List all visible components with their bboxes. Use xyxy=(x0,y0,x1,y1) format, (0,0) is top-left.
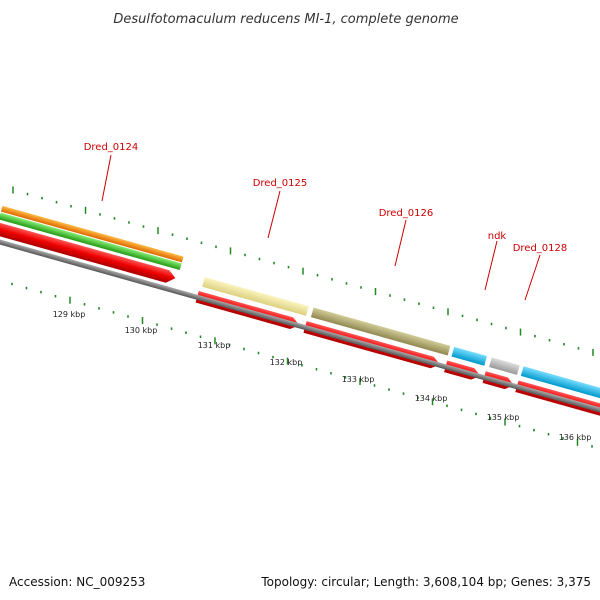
upper-tick-ruler xyxy=(12,186,594,356)
position-label: 132 kbp xyxy=(270,358,303,367)
leader-dred-0128 xyxy=(524,254,541,301)
gene-label-dred-0125[interactable]: Dred_0125 xyxy=(253,178,308,189)
leader-dred-0124 xyxy=(101,154,112,202)
leader-dred-0126 xyxy=(394,219,407,267)
leader-ndk xyxy=(484,240,498,291)
feature-next-cyan[interactable] xyxy=(520,366,600,401)
genome-backbone xyxy=(0,236,600,417)
gene-label-ndk[interactable]: ndk xyxy=(488,231,507,242)
feature-dred-0126[interactable] xyxy=(310,307,451,356)
gene-leader-lines xyxy=(101,154,541,301)
position-label: 135 kbp xyxy=(487,413,520,422)
lower-tick-ruler xyxy=(11,282,593,448)
accession-text: Accession: NC_009253 xyxy=(9,575,145,589)
cds-arrow-dred-0124[interactable] xyxy=(0,221,177,285)
genome-summary-text: Topology: circular; Length: 3,608,104 bp… xyxy=(260,575,591,589)
position-label: 136 kbp xyxy=(559,433,592,442)
feature-green[interactable] xyxy=(0,212,182,271)
feature-orange[interactable] xyxy=(0,205,184,263)
position-label: 133 kbp xyxy=(342,375,375,384)
gene-label-dred-0124[interactable]: Dred_0124 xyxy=(84,142,139,153)
feature-dred-0125[interactable] xyxy=(202,277,309,316)
position-label: 131 kbp xyxy=(198,341,231,350)
gene-label-dred-0128[interactable]: Dred_0128 xyxy=(513,243,568,254)
gene-label-dred-0126[interactable]: Dred_0126 xyxy=(379,208,434,219)
position-label: 130 kbp xyxy=(125,326,158,335)
position-labels: 129 kbp 130 kbp 131 kbp 132 kbp 133 kbp … xyxy=(53,310,592,442)
position-label: 129 kbp xyxy=(53,310,86,319)
map-title: Desulfotomaculum reducens MI-1, complete… xyxy=(113,12,458,27)
leader-dred-0125 xyxy=(267,190,281,239)
position-label: 134 kbp xyxy=(415,394,448,403)
feature-track xyxy=(0,205,600,417)
feature-ndk[interactable] xyxy=(451,346,487,366)
feature-dred-0128[interactable] xyxy=(489,357,520,375)
